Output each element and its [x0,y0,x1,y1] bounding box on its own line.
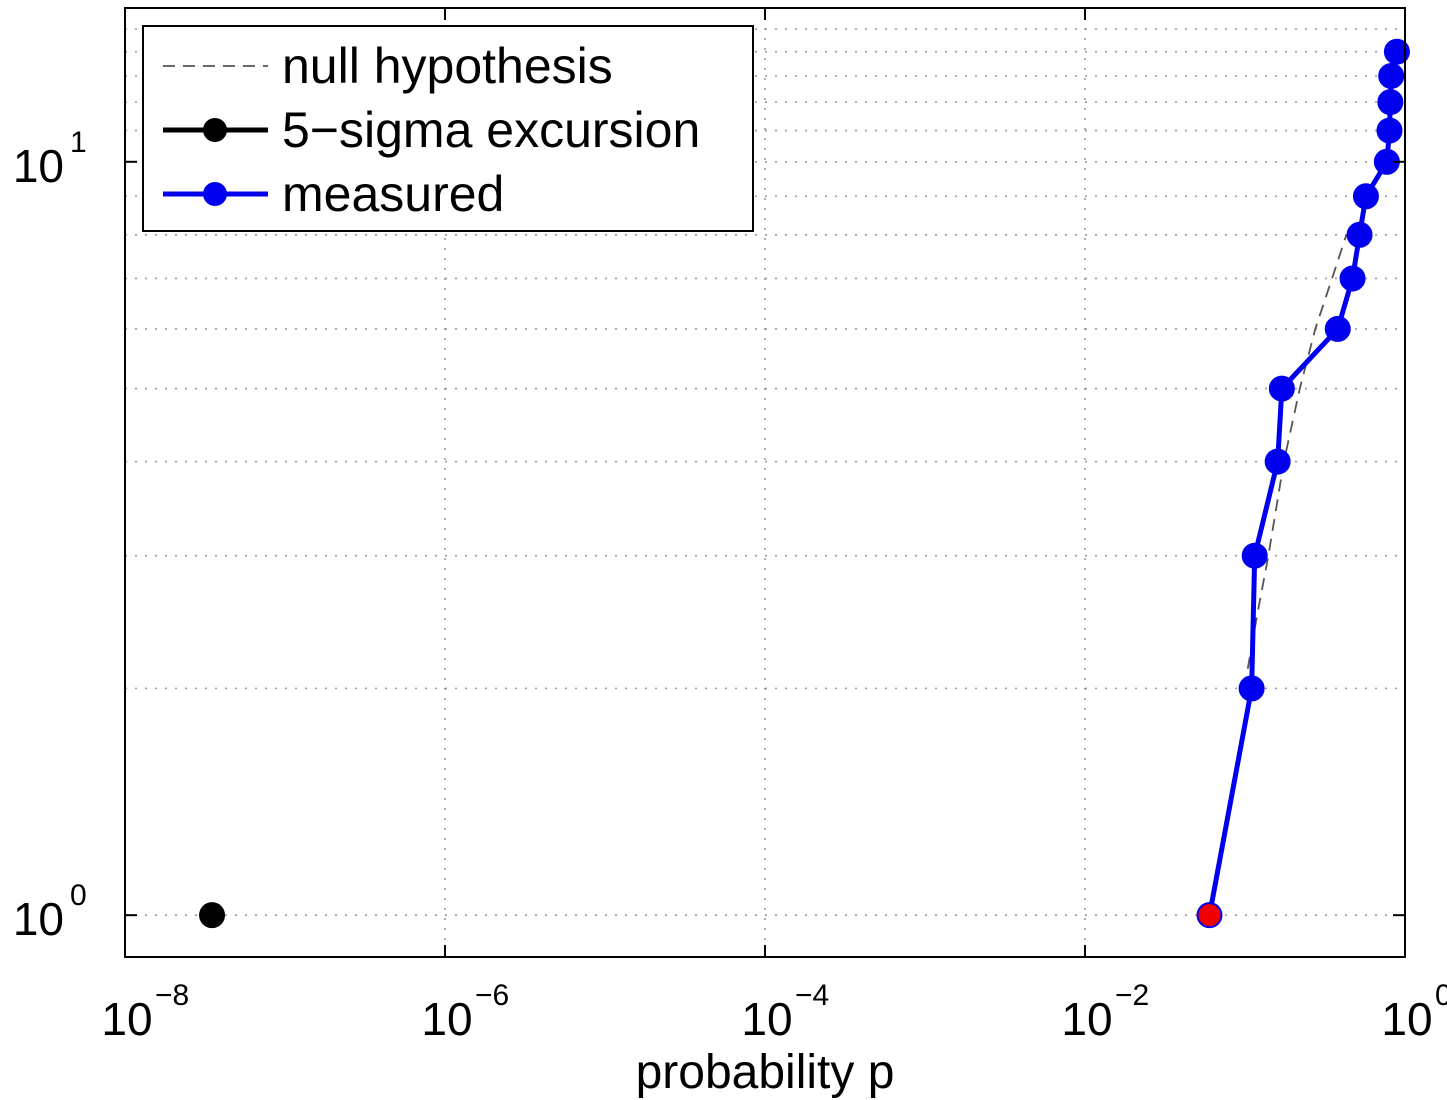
y-tick-label: 10 1 [13,126,87,192]
grid [125,8,1405,957]
x-tick-base: 10 [101,993,152,1045]
legend-marker [203,118,227,142]
x-tick-base: 10 [741,993,792,1045]
data-point [1377,89,1404,116]
legend-label: 5−sigma excursion [282,102,700,158]
y-tick-base: 10 [13,140,64,192]
data-point [1346,221,1373,248]
data-point [1264,448,1291,475]
x-tick-label: 10 −4 [741,979,829,1045]
y-tick-exponent: 0 [70,879,87,912]
data-point [1352,183,1379,210]
x-tick-label: 10 −8 [101,979,189,1045]
data-point [199,902,226,929]
series-null-hypothesis [1243,234,1348,689]
data-point [1241,542,1268,569]
tick-labels: 10 −8 10 −6 10 −4 10 −2 10 010 010 1 [13,8,1447,1045]
series-5-sigma-excursion [199,902,226,929]
x-tick-label: 10 0 [1381,979,1447,1045]
data-point [1238,675,1265,702]
y-tick-base: 10 [13,893,64,945]
legend-label: measured [282,166,504,222]
x-tick-exponent: 0 [1435,979,1447,1012]
legend-item: measured [163,166,504,222]
x-axis-label: probability p [636,1046,895,1099]
legend-label: null hypothesis [282,38,613,94]
legend-marker [203,182,227,206]
legend-item: 5−sigma excursion [163,102,700,158]
data-point [1339,265,1366,292]
data-point [1378,62,1405,89]
legend: null hypothesis 5−sigma excursion measured [142,25,754,232]
data-point [1383,38,1410,65]
series-layer [199,38,1410,929]
x-tick-exponent: −8 [155,979,189,1012]
y-tick-label: 10 0 [13,879,87,945]
data-point [1196,902,1223,929]
legend-item: null hypothesis [163,38,613,94]
x-tick-label: 10 −2 [1061,979,1149,1045]
x-tick-exponent: −4 [795,979,829,1012]
series-measured [1196,38,1410,929]
data-point [1324,315,1351,342]
data-point [1268,375,1295,402]
x-tick-exponent: −6 [475,979,509,1012]
x-tick-exponent: −2 [1115,979,1149,1012]
data-point [1376,117,1403,144]
y-tick-exponent: 1 [70,126,87,159]
x-tick-base: 10 [1381,993,1432,1045]
x-tick-base: 10 [1061,993,1112,1045]
x-tick-base: 10 [421,993,472,1045]
null-hypothesis-line [1243,234,1348,689]
x-tick-label: 10 −6 [421,979,509,1045]
